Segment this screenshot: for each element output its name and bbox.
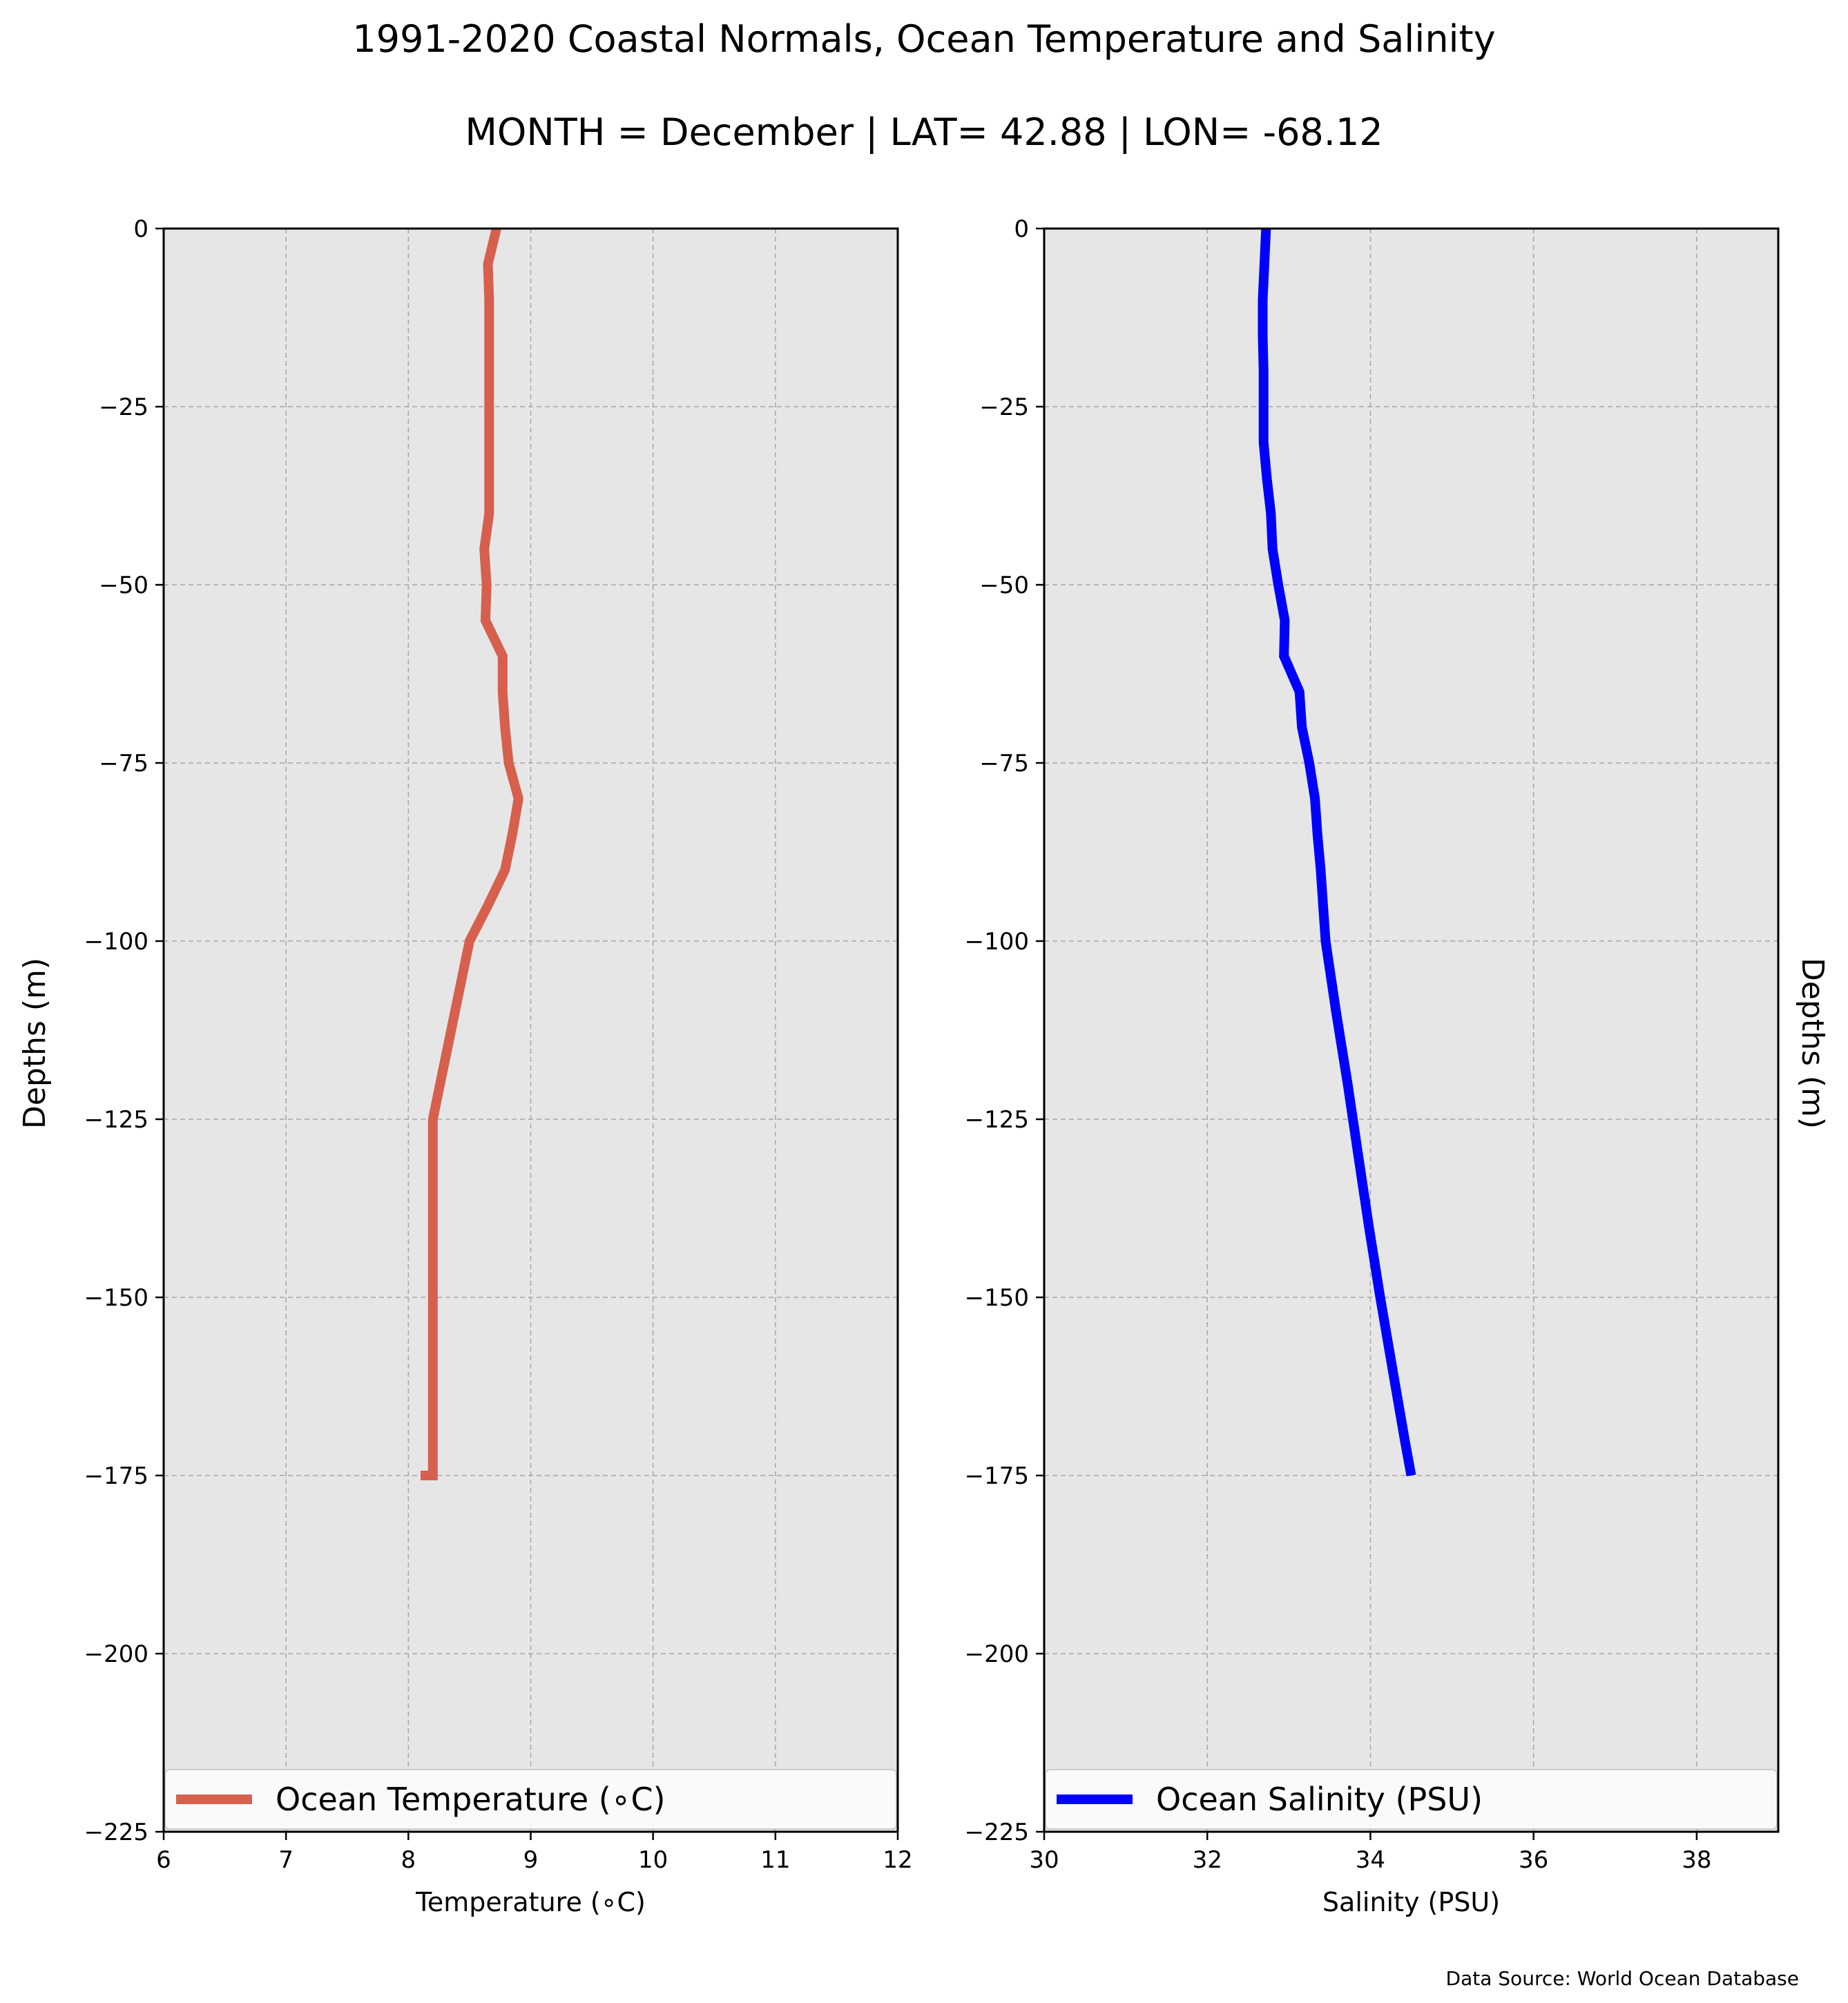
- plot-area: [1044, 229, 1778, 1832]
- right-depth-label: Depths (m): [1795, 958, 1830, 1129]
- legend-entry: Ocean Salinity (PSU): [1156, 1781, 1483, 1818]
- y-tick-label: −25: [99, 394, 148, 421]
- x-tick-label: 7: [278, 1846, 293, 1874]
- x-tick-label: 6: [156, 1846, 171, 1874]
- x-tick-label: 8: [401, 1846, 416, 1874]
- x-tick-label: 9: [523, 1846, 539, 1874]
- legend-box: [1045, 1769, 1778, 1830]
- plot-frame: [1043, 227, 1780, 1833]
- y-tick-label: −200: [84, 1641, 148, 1668]
- y-tick-label: −25: [979, 394, 1029, 421]
- temperature-panel: 6 7 8 9 10 11 12 0 −25 −50 −75 −100 −125 −150 −175 −200…: [84, 215, 913, 1917]
- y-tick-label: −200: [965, 1641, 1029, 1668]
- y-tick-label: −75: [99, 750, 148, 777]
- x-tick-label: 10: [638, 1846, 668, 1874]
- x-tick-label: 30: [1029, 1846, 1059, 1874]
- salinity-panel: 30 32 34 36 38 0 −25 −50 −75 −100 −125 −150 −175 −200…: [965, 215, 1780, 1917]
- y-tick-label: −125: [965, 1106, 1029, 1134]
- y-tick-label: 0: [1014, 215, 1029, 243]
- data-source-note: Data Source: World Ocean Database: [1446, 1967, 1799, 1990]
- legend-box: [164, 1769, 897, 1830]
- legend: Ocean Salinity (PSU): [1045, 1769, 1778, 1830]
- y-tick-label: −100: [965, 928, 1029, 956]
- series-line-0: [1258, 228, 1416, 1477]
- left-depth-label: Depths (m): [17, 958, 52, 1129]
- y-tick-label: −175: [84, 1462, 148, 1490]
- y-tick-label: −225: [84, 1819, 148, 1846]
- chart-title: 1991-2020 Coastal Normals, Ocean Tempera…: [352, 17, 1495, 61]
- y-tick-label: −175: [965, 1462, 1029, 1490]
- legend: Ocean Temperature (∘C): [164, 1769, 897, 1830]
- x-axis-label: Temperature (∘C): [415, 1887, 646, 1917]
- x-axis-label: Salinity (PSU): [1322, 1887, 1500, 1917]
- legend-entry: Ocean Temperature (∘C): [276, 1781, 666, 1818]
- y-tick-label: −150: [965, 1284, 1029, 1312]
- x-tick-label: 36: [1519, 1846, 1548, 1874]
- x-tick-label: 32: [1193, 1846, 1222, 1874]
- y-tick-label: −150: [84, 1284, 148, 1312]
- y-tick-label: 0: [133, 215, 148, 243]
- series-line-0: [421, 227, 523, 1480]
- chart-subtitle: MONTH = December | LAT= 42.88 | LON= -68…: [465, 110, 1383, 154]
- x-tick-label: 12: [883, 1846, 912, 1874]
- x-tick-label: 34: [1356, 1846, 1385, 1874]
- y-tick-label: −50: [99, 572, 148, 599]
- y-tick-label: −75: [979, 750, 1029, 777]
- x-tick-label: 38: [1682, 1846, 1711, 1874]
- y-tick-label: −125: [84, 1106, 148, 1134]
- y-tick-label: −50: [979, 572, 1029, 599]
- plot-frame: [162, 227, 899, 1833]
- y-tick-label: −100: [84, 928, 148, 956]
- x-tick-label: 11: [760, 1846, 790, 1874]
- y-tick-label: −225: [965, 1819, 1029, 1846]
